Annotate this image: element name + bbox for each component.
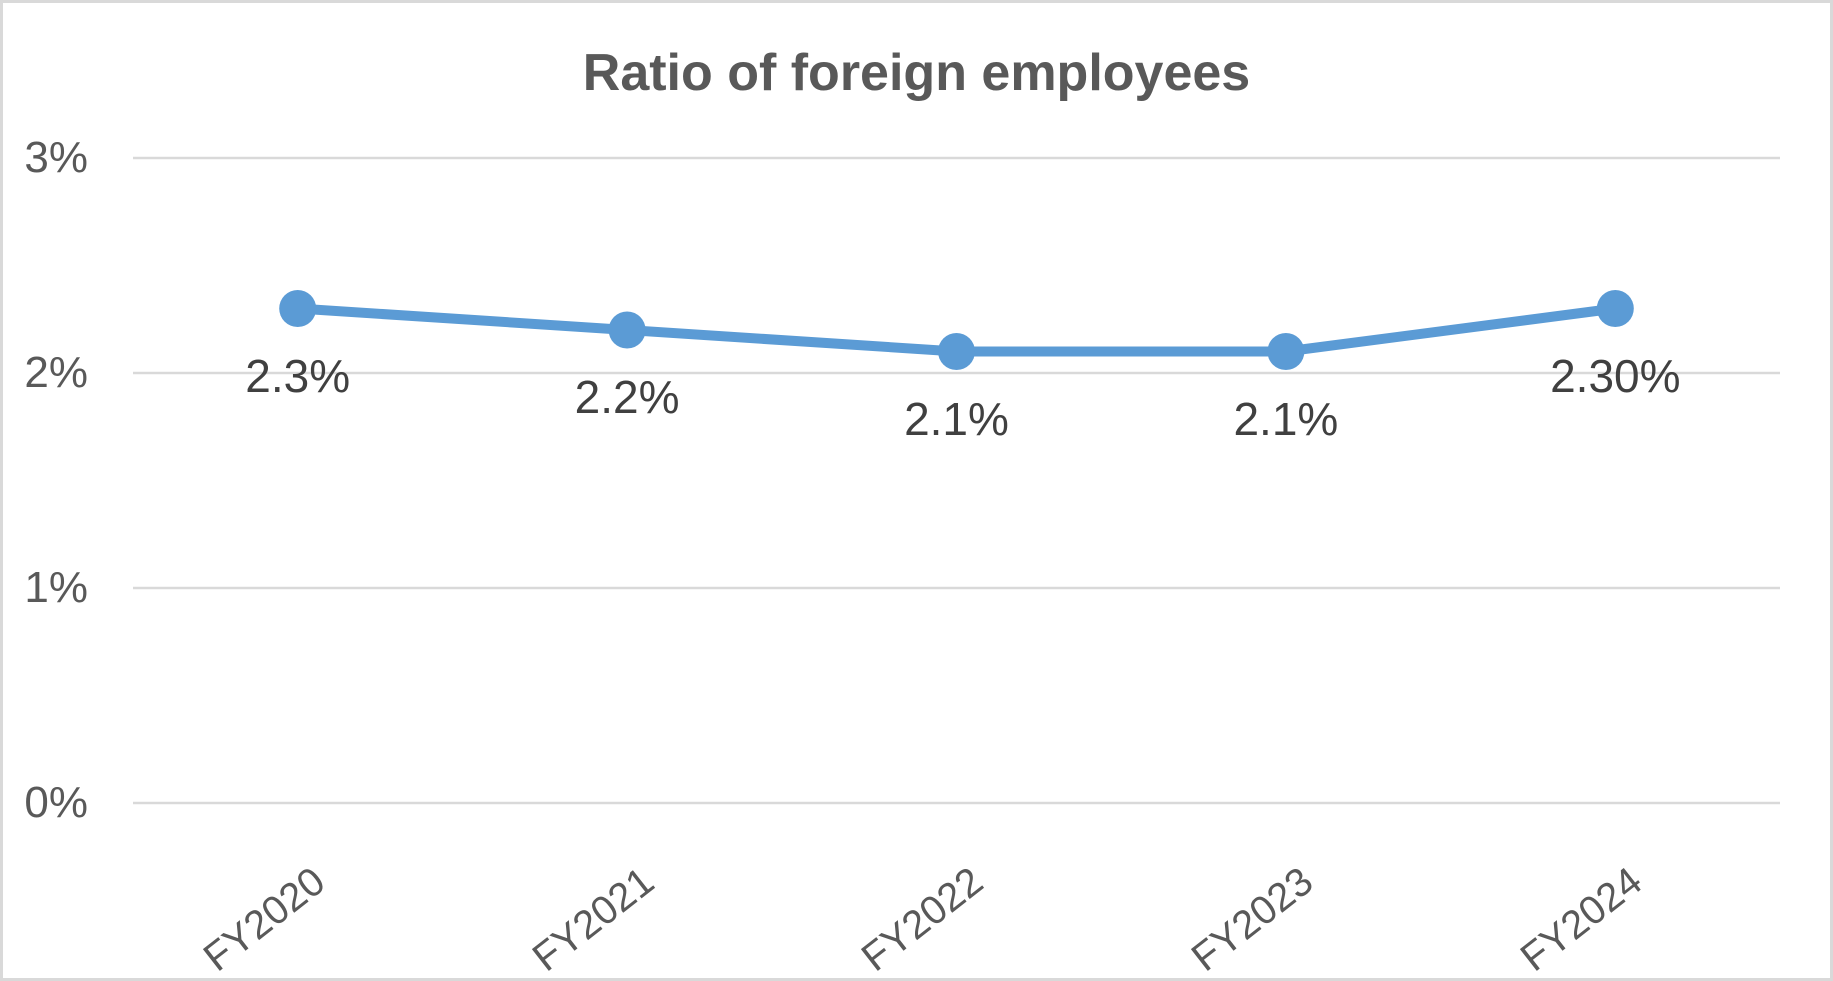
data-point-label-FY2024: 2.30% (1550, 349, 1681, 402)
y-axis-tick-label-0%: 0% (24, 778, 88, 827)
data-point-label-FY2023: 2.1% (1233, 392, 1339, 445)
y-axis-tick-label-2%: 2% (24, 348, 88, 397)
data-point-marker-FY2023 (1267, 333, 1305, 370)
data-point-marker-FY2024 (1596, 290, 1634, 327)
chart-title: Ratio of foreign employees (582, 44, 1251, 102)
plot-area-canvas (133, 156, 1780, 805)
data-point-marker-FY2020 (279, 290, 317, 327)
data-point-label-FY2022: 2.1% (904, 392, 1009, 445)
y-axis-tick-label-1%: 1% (24, 563, 88, 612)
data-point-label-FY2021: 2.2% (574, 371, 680, 423)
data-point-label-FY2020: 2.3% (245, 349, 351, 402)
data-point-marker-FY2022 (938, 333, 975, 370)
data-point-marker-FY2021 (608, 311, 646, 349)
y-axis-tick-label-3%: 3% (24, 133, 88, 182)
